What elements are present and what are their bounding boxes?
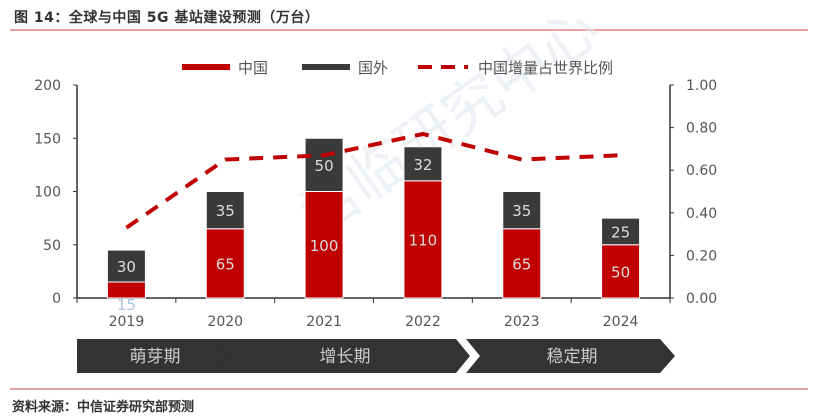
- bar-china-label: 110: [409, 231, 438, 249]
- left-tick-label: 200: [34, 78, 61, 94]
- bar-overseas-label: 32: [413, 156, 432, 174]
- x-tick-label: 2020: [207, 314, 243, 330]
- x-tick-label: 2023: [504, 314, 540, 330]
- right-tick-label: 0.80: [686, 121, 717, 137]
- bar-overseas: [304, 137, 344, 192]
- legend: 中国 国外 中国增量占世界比例: [182, 59, 613, 77]
- bar-overseas-label: 25: [611, 223, 630, 241]
- legend-ratio-label: 中国增量占世界比例: [478, 59, 613, 77]
- title-divider: [10, 29, 808, 31]
- left-tick-label: 0: [52, 291, 61, 307]
- bar-china-label: 65: [216, 255, 235, 273]
- phase-label-3: 稳定期: [547, 347, 598, 367]
- bar-overseas: [205, 191, 245, 230]
- bar-china-label: 15: [117, 296, 136, 314]
- bar-china-label: 65: [512, 255, 531, 273]
- bar-overseas: [403, 146, 443, 182]
- bar-china: [304, 191, 344, 299]
- bar-overseas-label: 50: [315, 157, 334, 175]
- bar-overseas: [601, 217, 641, 246]
- bar-china: [502, 228, 542, 299]
- bar-overseas-label: 35: [512, 202, 531, 220]
- bar-overseas-label: 30: [117, 258, 136, 276]
- x-tick-label: 2024: [603, 314, 639, 330]
- bar-china-label: 50: [611, 263, 630, 281]
- figure-title: 图 14：全球与中国 5G 基站建设预测（万台）: [14, 10, 320, 26]
- source-note: 资料来源：中信证券研究部预测: [12, 400, 195, 415]
- bar-china: [205, 228, 245, 299]
- source-divider: [10, 388, 808, 390]
- ratio-line: [125, 131, 621, 230]
- legend-overseas-label: 国外: [358, 59, 388, 77]
- right-tick-label: 0.00: [686, 291, 717, 307]
- right-tick-label: 1.00: [686, 78, 717, 94]
- phase-arrow-3: [466, 339, 675, 373]
- legend-china-label: 中国: [238, 59, 268, 77]
- left-tick-label: 100: [34, 185, 61, 201]
- x-tick-label: 2019: [109, 314, 145, 330]
- left-tick-label: 50: [43, 238, 61, 254]
- phase-label-1: 萌芽期: [130, 347, 181, 367]
- phase-arrow-2: [216, 339, 470, 373]
- bar-overseas: [502, 191, 542, 230]
- bar-overseas-label: 35: [216, 202, 235, 220]
- phase-arrow-1: [77, 339, 231, 373]
- bar-china-label: 100: [310, 237, 339, 255]
- right-tick-label: 0.20: [686, 248, 717, 264]
- right-tick-label: 0.60: [686, 163, 717, 179]
- bar-overseas: [106, 249, 146, 283]
- phase-band: 萌芽期 增长期 稳定期: [77, 339, 675, 373]
- chart: 君临研究中心 中国 国外 中国增量占世界比例 0501001502000.000…: [34, 0, 717, 373]
- right-tick-label: 0.40: [686, 206, 717, 222]
- bar-china: [403, 180, 443, 299]
- x-tick-label: 2022: [405, 314, 441, 330]
- x-tick-label: 2021: [306, 314, 342, 330]
- left-tick-label: 150: [34, 131, 61, 147]
- phase-label-2: 增长期: [320, 347, 371, 367]
